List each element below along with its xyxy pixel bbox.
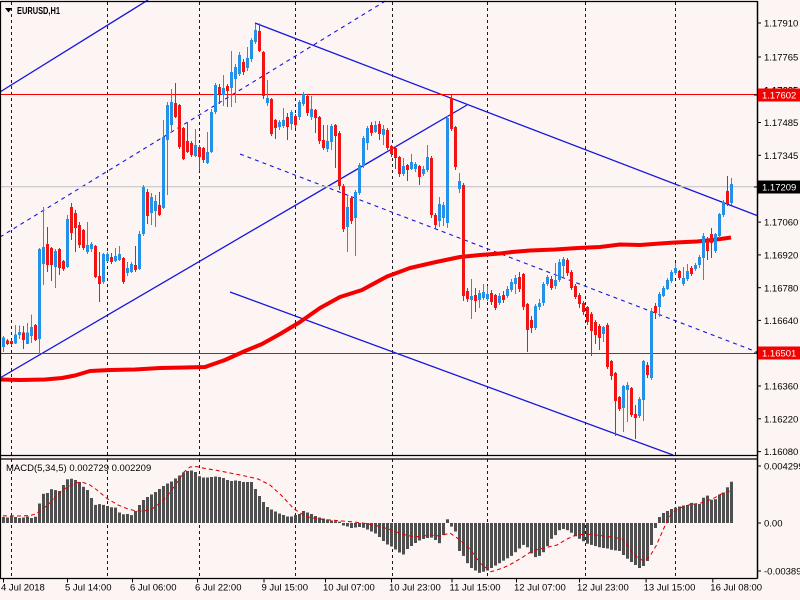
svg-text:1.17485: 1.17485 — [764, 118, 798, 129]
svg-text:9 Jul 15:00: 9 Jul 15:00 — [262, 583, 308, 594]
svg-text:1.17910: 1.17910 — [764, 19, 798, 30]
svg-text:1.16220: 1.16220 — [764, 414, 798, 425]
svg-text:16 Jul 08:00: 16 Jul 08:00 — [710, 583, 762, 594]
svg-text:1.17209: 1.17209 — [762, 183, 796, 194]
svg-text:1.17060: 1.17060 — [764, 218, 798, 229]
svg-text:5 Jul 14:00: 5 Jul 14:00 — [65, 583, 111, 594]
svg-text:1.17765: 1.17765 — [764, 53, 798, 64]
svg-text:10 Jul 07:00: 10 Jul 07:00 — [323, 583, 375, 594]
svg-text:1.16780: 1.16780 — [764, 283, 798, 294]
svg-text:0.004299: 0.004299 — [764, 462, 800, 473]
svg-text:1.16360: 1.16360 — [764, 382, 798, 393]
svg-text:11 Jul 15:00: 11 Jul 15:00 — [450, 583, 501, 594]
svg-text:12 Jul 23:00: 12 Jul 23:00 — [577, 583, 629, 594]
svg-text:1.16640: 1.16640 — [764, 316, 798, 327]
svg-text:6 Jul 06:00: 6 Jul 06:00 — [130, 583, 176, 594]
svg-text:6 Jul 22:00: 6 Jul 22:00 — [195, 583, 241, 594]
svg-text:13 Jul 15:00: 13 Jul 15:00 — [644, 583, 696, 594]
svg-text:MACD(5,34,5) 0.002729 0.002209: MACD(5,34,5) 0.002729 0.002209 — [6, 463, 151, 474]
svg-text:1.16501: 1.16501 — [762, 349, 796, 360]
svg-text:0.00: 0.00 — [764, 519, 783, 530]
svg-text:EURUSD,H1: EURUSD,H1 — [17, 5, 60, 17]
svg-text:-0.003896: -0.003896 — [764, 567, 800, 578]
svg-text:1.17345: 1.17345 — [764, 151, 798, 162]
svg-text:12 Jul 07:00: 12 Jul 07:00 — [514, 583, 566, 594]
svg-text:1.17602: 1.17602 — [762, 91, 796, 102]
svg-text:4 Jul 2018: 4 Jul 2018 — [1, 583, 45, 594]
svg-text:10 Jul 23:00: 10 Jul 23:00 — [389, 583, 441, 594]
svg-text:1.16920: 1.16920 — [764, 251, 798, 262]
svg-text:1.16080: 1.16080 — [764, 447, 798, 458]
